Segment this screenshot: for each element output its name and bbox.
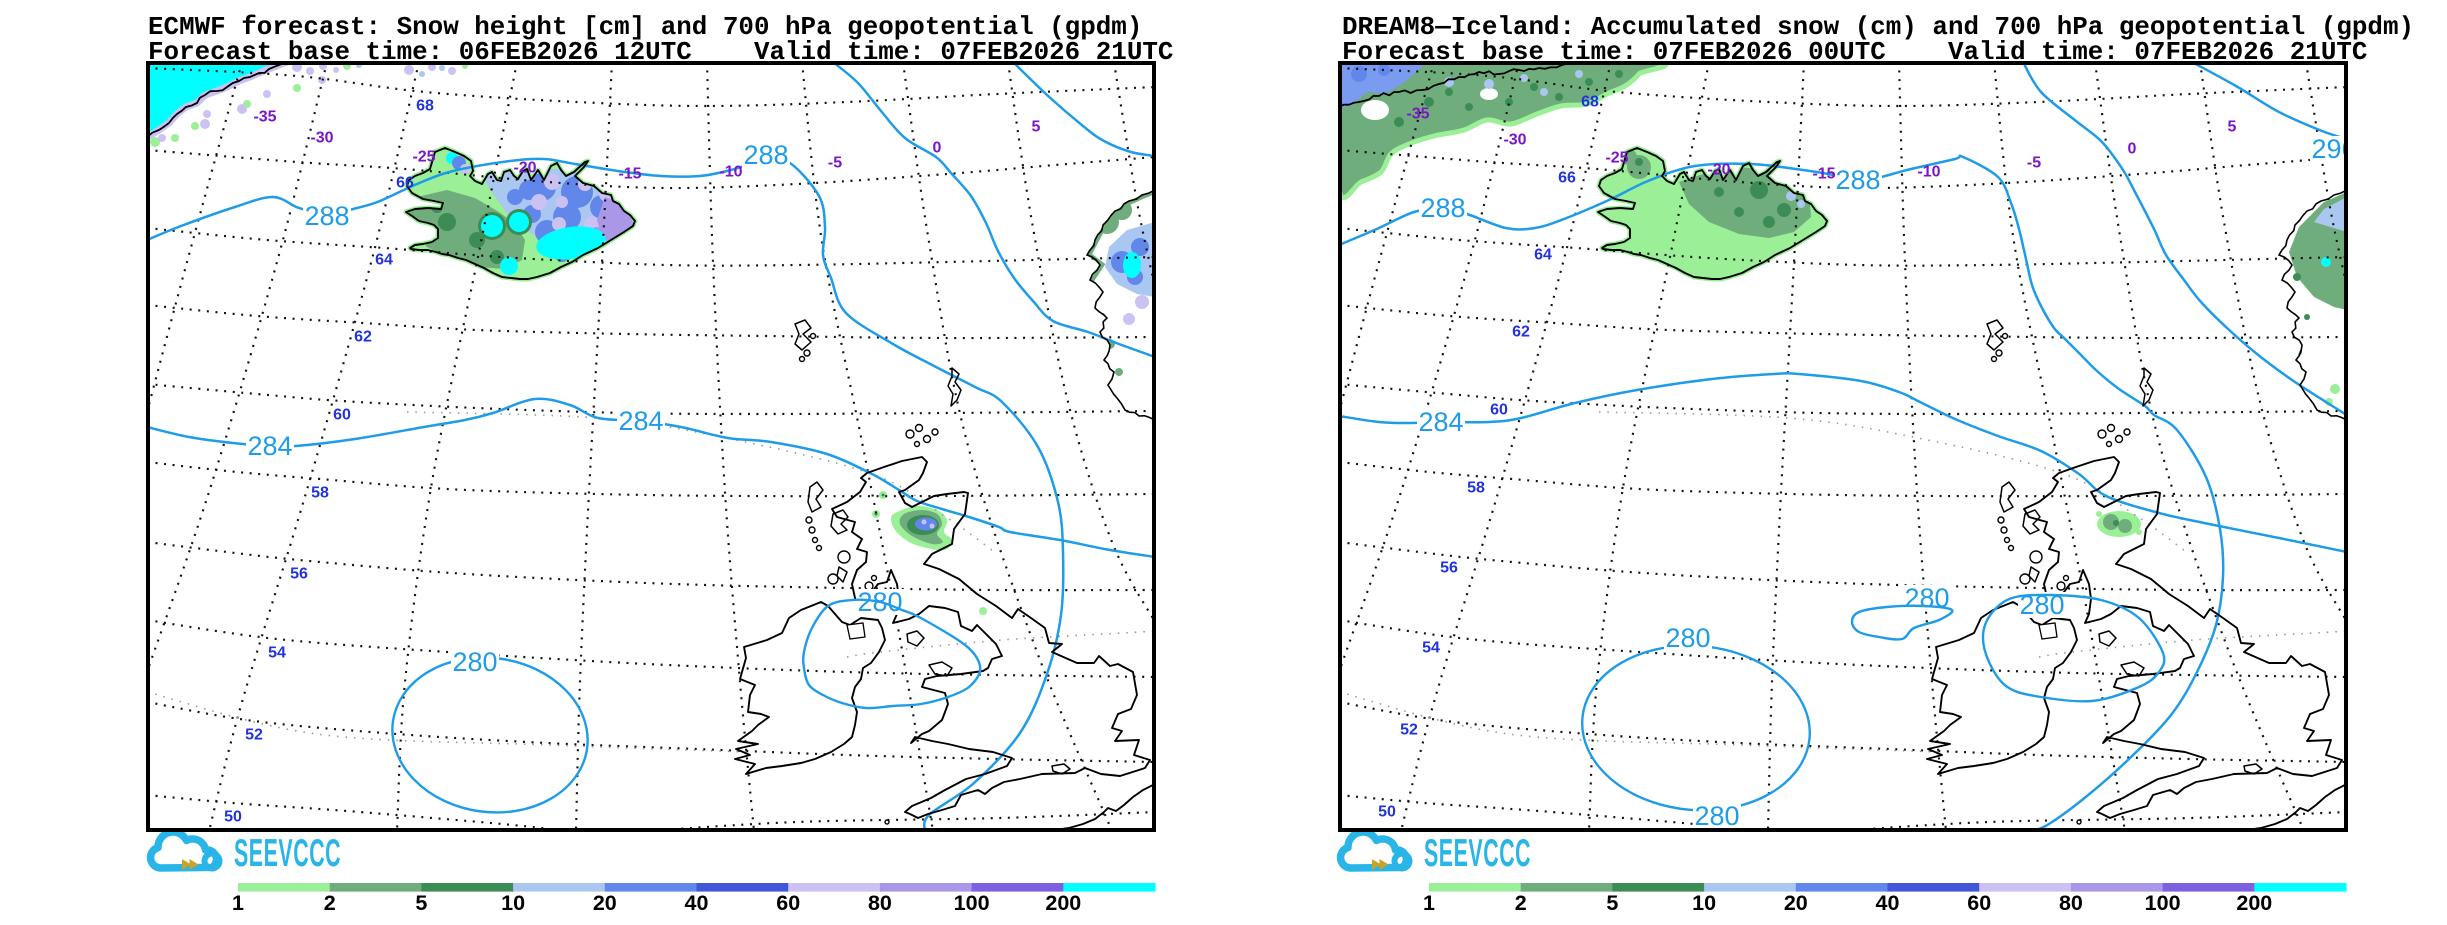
svg-text:56: 56 xyxy=(290,566,308,583)
svg-text:SEEVCCC: SEEVCCC xyxy=(1424,832,1531,875)
svg-text:-35: -35 xyxy=(1406,106,1429,123)
svg-text:-15: -15 xyxy=(1812,166,1835,183)
svg-text:280: 280 xyxy=(452,647,497,677)
svg-text:-35: -35 xyxy=(253,109,276,126)
svg-text:5: 5 xyxy=(1606,891,1618,915)
svg-text:-5: -5 xyxy=(828,155,842,172)
svg-text:100: 100 xyxy=(954,891,990,915)
svg-text:50: 50 xyxy=(224,809,242,826)
svg-text:60: 60 xyxy=(333,407,351,424)
svg-text:200: 200 xyxy=(1045,891,1081,915)
svg-text:288: 288 xyxy=(743,140,788,170)
svg-text:60: 60 xyxy=(1490,402,1508,419)
svg-text:288: 288 xyxy=(1420,193,1465,223)
svg-text:60: 60 xyxy=(776,891,800,915)
svg-text:5: 5 xyxy=(2228,119,2237,136)
svg-text:1: 1 xyxy=(1423,891,1435,915)
svg-text:SEEVCCC: SEEVCCC xyxy=(234,832,341,875)
svg-text:-15: -15 xyxy=(618,166,641,183)
svg-text:68: 68 xyxy=(416,98,434,115)
svg-text:100: 100 xyxy=(2145,891,2181,915)
svg-text:2: 2 xyxy=(324,891,336,915)
svg-text:296: 296 xyxy=(2311,134,2351,164)
svg-text:-10: -10 xyxy=(1917,164,1940,181)
svg-text:-20: -20 xyxy=(1707,162,1730,179)
svg-text:0: 0 xyxy=(2128,141,2137,158)
svg-text:10: 10 xyxy=(1692,891,1716,915)
svg-text:68: 68 xyxy=(1581,94,1599,111)
svg-text:64: 64 xyxy=(375,252,393,269)
svg-text:58: 58 xyxy=(1467,480,1485,497)
svg-text:10: 10 xyxy=(501,891,525,915)
svg-text:0: 0 xyxy=(933,140,942,157)
svg-text:-30: -30 xyxy=(1503,132,1526,149)
svg-text:58: 58 xyxy=(311,485,329,502)
svg-text:40: 40 xyxy=(685,891,709,915)
svg-text:56: 56 xyxy=(1440,560,1458,577)
svg-text:-5: -5 xyxy=(2027,155,2041,172)
svg-text:284: 284 xyxy=(247,431,292,461)
svg-text:288: 288 xyxy=(304,201,349,231)
svg-text:80: 80 xyxy=(868,891,892,915)
svg-text:-25: -25 xyxy=(1605,150,1628,167)
svg-text:280: 280 xyxy=(1665,623,1710,653)
svg-text:52: 52 xyxy=(245,727,263,744)
svg-text:62: 62 xyxy=(354,329,372,346)
svg-text:-25: -25 xyxy=(412,149,435,166)
svg-text:40: 40 xyxy=(1876,891,1900,915)
svg-text:54: 54 xyxy=(1422,640,1440,657)
svg-text:1: 1 xyxy=(232,891,244,915)
svg-text:284: 284 xyxy=(1418,407,1463,437)
svg-text:20: 20 xyxy=(593,891,617,915)
svg-text:2: 2 xyxy=(1515,891,1527,915)
svg-text:-20: -20 xyxy=(513,160,536,177)
svg-text:288: 288 xyxy=(1835,165,1880,195)
svg-text:62: 62 xyxy=(1512,324,1530,341)
svg-text:60: 60 xyxy=(1967,891,1991,915)
svg-text:64: 64 xyxy=(1534,247,1552,264)
svg-text:5: 5 xyxy=(415,891,427,915)
svg-text:54: 54 xyxy=(268,645,286,662)
svg-text:50: 50 xyxy=(1378,804,1396,821)
svg-text:280: 280 xyxy=(1694,801,1739,831)
svg-text:66: 66 xyxy=(1558,170,1576,187)
svg-text:200: 200 xyxy=(2236,891,2272,915)
svg-text:5: 5 xyxy=(1032,119,1041,136)
svg-text:80: 80 xyxy=(2059,891,2083,915)
svg-text:-30: -30 xyxy=(310,130,333,147)
svg-text:52: 52 xyxy=(1400,722,1418,739)
svg-text:284: 284 xyxy=(618,406,663,436)
svg-text:20: 20 xyxy=(1784,891,1808,915)
svg-text:-10: -10 xyxy=(719,164,742,181)
svg-text:66: 66 xyxy=(396,175,414,192)
